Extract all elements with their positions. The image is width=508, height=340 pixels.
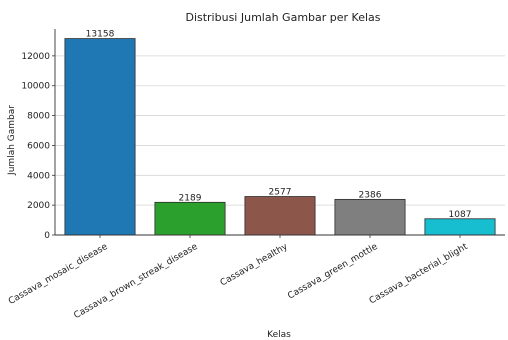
- y-axis-label: Jumlah Gambar: [7, 105, 17, 176]
- bar-value-label: 2386: [359, 190, 382, 200]
- x-axis-label: Kelas: [267, 330, 291, 340]
- y-tick-label: 8000: [27, 112, 50, 122]
- bar: [154, 201, 226, 236]
- x-tick-label: Cassava_green_mottle: [286, 242, 380, 302]
- y-tick-label: 2000: [27, 201, 50, 211]
- y-tick-label: 0: [44, 231, 50, 241]
- y-tick-label: 12000: [21, 52, 50, 62]
- bar-value-label: 13158: [86, 30, 115, 40]
- axes: [52, 29, 505, 238]
- bar: [424, 218, 496, 236]
- y-tick-label: 4000: [27, 171, 50, 181]
- chart-title: Distribusi Jumlah Gambar per Kelas: [185, 11, 380, 24]
- bars: [64, 38, 496, 236]
- bar: [334, 198, 406, 236]
- y-tick-label: 10000: [21, 82, 50, 92]
- bar-value-label: 2577: [269, 188, 292, 198]
- bar-value-label: 2189: [179, 193, 202, 203]
- y-tick-label: 6000: [27, 141, 50, 151]
- x-tick-label: Cassava_bacterial_blight: [368, 242, 470, 307]
- x-tick-label: Cassava_mosaic_disease: [7, 242, 110, 307]
- bar: [64, 38, 136, 236]
- bar-value-label: 1087: [449, 210, 472, 220]
- x-tick-label: Cassava_healthy: [219, 242, 290, 289]
- bar: [244, 196, 316, 236]
